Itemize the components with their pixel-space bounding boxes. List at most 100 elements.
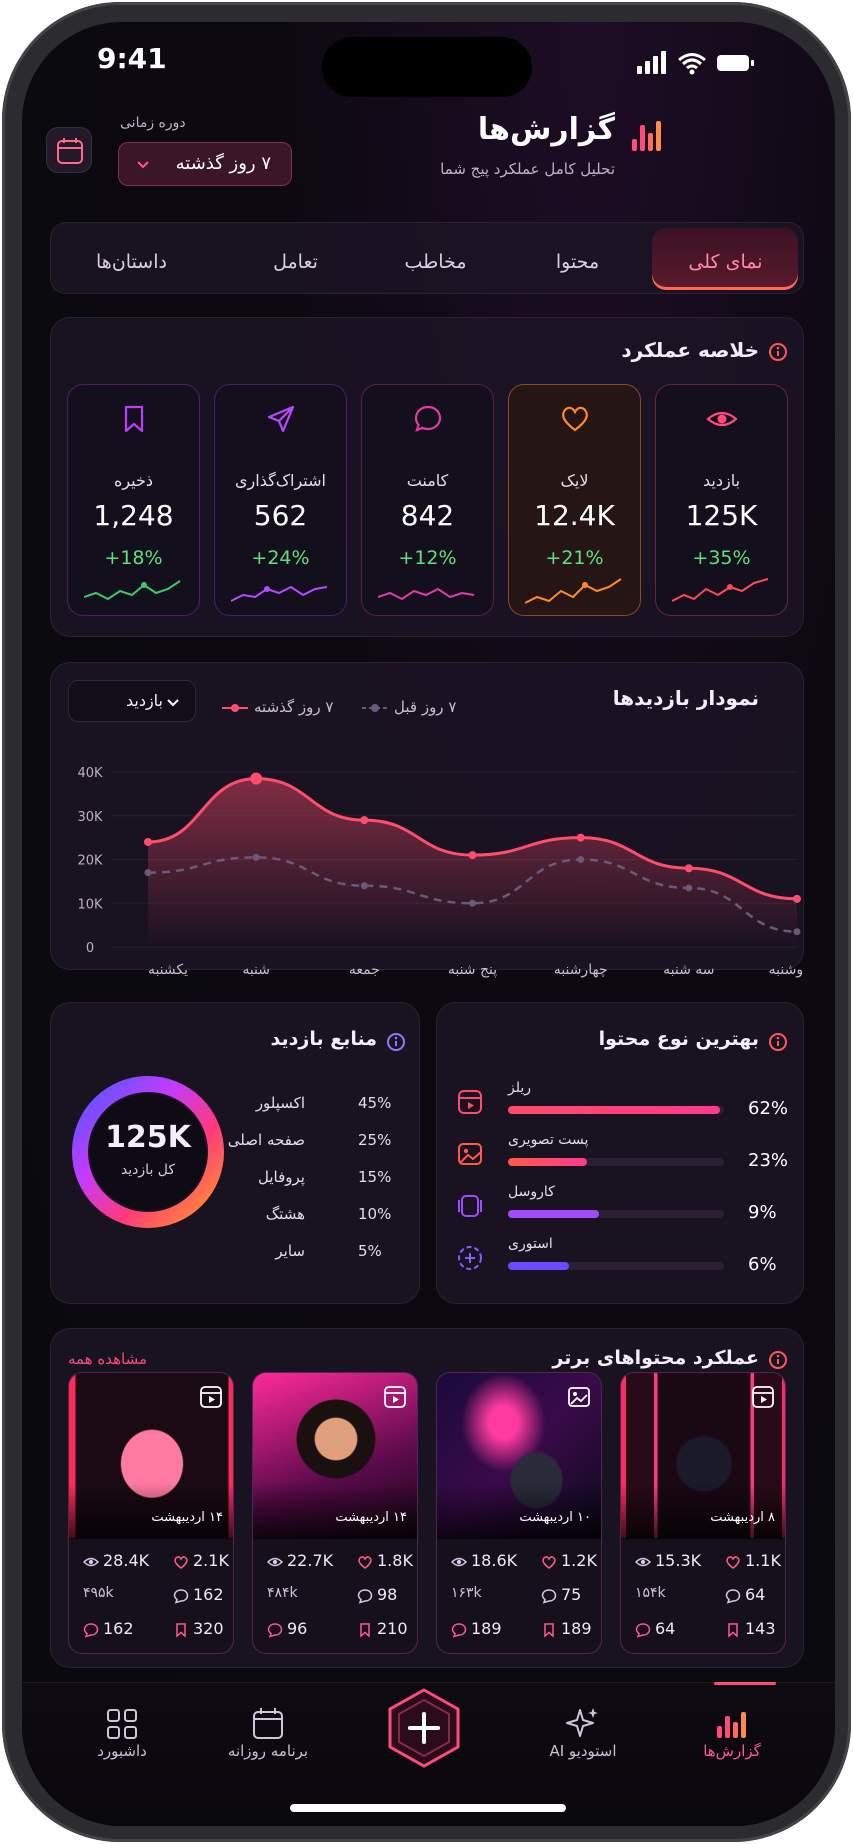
info-icon[interactable] (768, 1350, 788, 1370)
donut-center-value: 125K (105, 1120, 191, 1155)
content-type-percent: 23% (748, 1150, 789, 1171)
tab-stories[interactable]: داستان‌ها (96, 251, 167, 273)
x-tick-label: جمعه (349, 962, 380, 978)
legend-prev-swatch (362, 704, 388, 712)
tab-engagement[interactable]: تعامل (273, 251, 318, 273)
kpi-value: 125K (685, 499, 758, 532)
current-point (468, 851, 477, 860)
current-point (576, 833, 585, 842)
post-stat: 96 (287, 1619, 308, 1638)
dashboard-grid-icon[interactable] (104, 1706, 140, 1742)
kpi-saves[interactable]: ذخیره 1,248 +18% (67, 384, 200, 616)
post-reach: ۴۸۴k (267, 1585, 298, 1601)
source-label: سایر (275, 1242, 305, 1260)
current-point (793, 894, 801, 903)
current-point (250, 772, 263, 785)
kpi-label: اشتراک‌گذاری (235, 471, 326, 490)
bookmark-icon (544, 1623, 554, 1638)
top-content-title: عملکرد محتواهای برتر (552, 1347, 759, 1369)
eye-icon (83, 1557, 99, 1567)
eye-icon (451, 1557, 467, 1567)
donut-hole (90, 1094, 206, 1210)
comment2-icon (267, 1623, 283, 1638)
post-stat: 1.1K (745, 1551, 781, 1570)
post-card[interactable]: ۸ اردیبهشت 15.3K 1.1K ۱۵۴k 64 64 143 (620, 1372, 786, 1654)
nav-reports[interactable]: گزارش‌ها (703, 1742, 761, 1760)
tab-audience[interactable]: مخاطب (404, 251, 467, 273)
post-stat: 75 (561, 1585, 582, 1604)
sources-title: منابع بازدید (270, 1028, 377, 1050)
chart-metric-value: بازدید (125, 691, 163, 710)
sparkle-icon[interactable] (562, 1704, 602, 1744)
sparkline (672, 578, 769, 602)
content-type-bar-fill (508, 1210, 599, 1218)
nav-daily-schedule[interactable]: برنامه روزانه (227, 1742, 309, 1760)
kpi-views[interactable]: بازدید 125K +35% (655, 384, 788, 616)
y-tick-label: 20K (77, 854, 103, 869)
x-tick-label: پنج شنبه (448, 962, 497, 978)
add-button[interactable] (382, 1686, 466, 1770)
thumbnail-shade (253, 1483, 417, 1539)
sparkline (231, 585, 328, 602)
see-all-link[interactable]: مشاهده همه (68, 1350, 148, 1368)
comment-icon (414, 405, 441, 432)
post-date: ۸ اردیبهشت (710, 1510, 775, 1525)
post-card[interactable]: ۱۴ اردیبهشت 28.4K 2.1K ۴۹۵k 162 162 320 (68, 1372, 234, 1654)
heart-icon (542, 1556, 556, 1569)
nav-ai-studio[interactable]: استودیو AI (549, 1742, 617, 1760)
post-stat: 162 (193, 1585, 224, 1604)
x-tick-label: شنبه (242, 962, 270, 978)
donut-center-label: کل بازدید (120, 1162, 176, 1178)
content-type-bar-track (508, 1158, 724, 1166)
x-tick-label: چهارشنبه (554, 962, 608, 978)
info-icon[interactable] (768, 1032, 788, 1052)
eye-icon (635, 1557, 651, 1567)
source-percent: 10% (358, 1205, 392, 1223)
sparkline (378, 587, 475, 601)
reels-icon (752, 1386, 774, 1408)
source-label: پروفایل (258, 1168, 305, 1186)
period-dropdown[interactable]: ۷ روز گذشته (118, 142, 292, 186)
post-stat: 64 (745, 1585, 766, 1604)
dynamic-island (322, 37, 532, 97)
content-types-title: بهترین نوع محتوا (598, 1028, 759, 1050)
post-reach: ۱۶۳k (451, 1585, 482, 1601)
post-card[interactable]: ۱۰ اردیبهشت 18.6K 1.2K ۱۶۳k 75 189 189 (436, 1372, 602, 1654)
page-subtitle: تحلیل کامل عملکرد پیج شما (440, 160, 615, 178)
kpi-label: ذخیره (113, 471, 154, 490)
prev-point (685, 884, 693, 892)
post-reach: ۴۹۵k (83, 1585, 114, 1601)
post-stat: 22.7K (287, 1551, 334, 1570)
y-tick-label: 10K (77, 897, 103, 912)
calendar-icon[interactable] (250, 1706, 286, 1742)
nav-reports-icon[interactable] (714, 1706, 750, 1742)
info-icon[interactable] (386, 1032, 406, 1052)
kpi-label: کامنت (406, 471, 449, 490)
kpi-shares[interactable]: اشتراک‌گذاری 562 +24% (214, 384, 347, 616)
kpi-value: 562 (253, 499, 308, 532)
bookmark-icon (360, 1623, 370, 1638)
content-type-bar-track (508, 1262, 724, 1270)
info-icon[interactable] (768, 342, 788, 362)
content-type-percent: 6% (748, 1254, 777, 1275)
kpi-comments[interactable]: کامنت 842 +12% (361, 384, 494, 616)
tab-content[interactable]: محتوا (555, 251, 600, 273)
kpi-value: 842 (400, 499, 455, 532)
prev-point (360, 882, 368, 890)
source-percent: 15% (358, 1168, 392, 1186)
nav-dashboard[interactable]: داشبورد (97, 1742, 147, 1760)
tab-overview[interactable]: نمای کلی (688, 251, 763, 273)
content-type-label: کاروسل (508, 1184, 555, 1200)
post-stat: 189 (471, 1619, 502, 1638)
y-tick-label: 0 (86, 941, 94, 956)
kpi-likes[interactable]: لایک 12.4K +21% (508, 384, 641, 616)
sparkline (525, 578, 622, 604)
comment-icon (357, 1589, 373, 1604)
chart-metric-dropdown[interactable]: بازدید (68, 680, 196, 722)
calendar-button[interactable] (46, 127, 92, 173)
y-tick-label: 40K (77, 766, 103, 781)
post-card[interactable]: ۱۴ اردیبهشت 22.7K 1.8K ۴۸۴k 98 96 210 (252, 1372, 418, 1654)
prev-point (469, 899, 476, 907)
content-type-percent: 62% (748, 1098, 789, 1119)
